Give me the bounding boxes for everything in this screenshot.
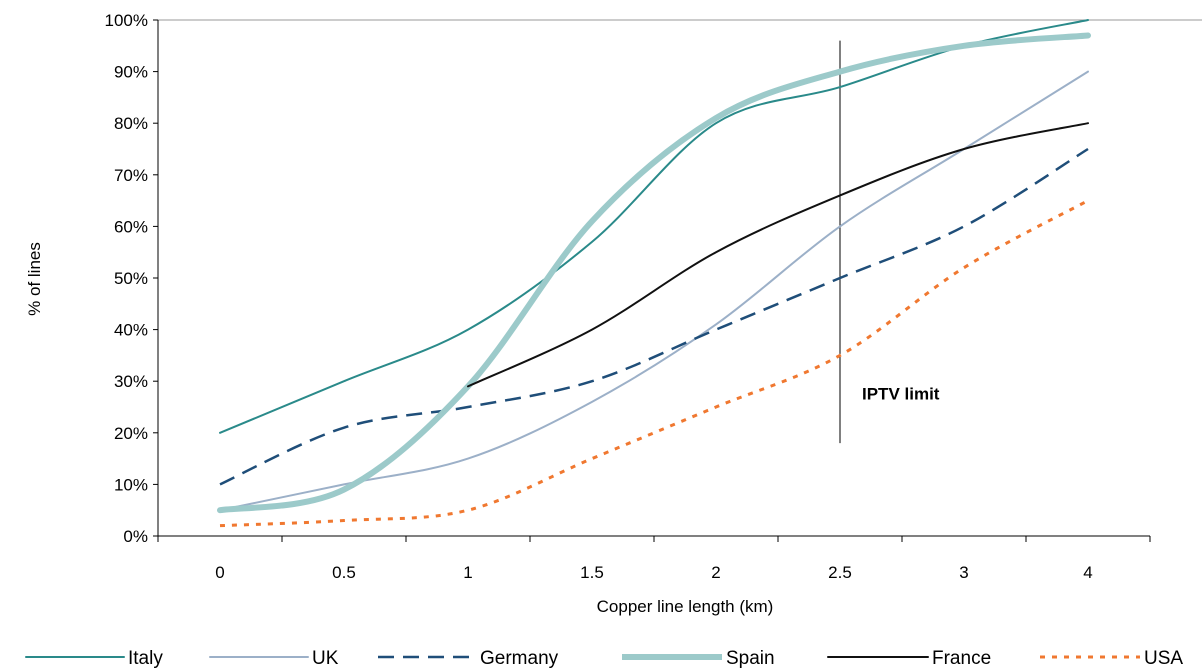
annotation-layer: IPTV limit [839,40,940,444]
series-line-usa [219,199,1089,528]
y-tick-label: 60% [114,217,148,236]
legend-label-spain: Spain [726,648,775,669]
legend-label-uk: UK [312,648,339,669]
series-layer [217,19,1091,528]
axes-layer: 0% 10% 20% 30% 40% 50% 60% 70% 80% 90% 100% 0 0.5 1 1.… [105,11,1151,582]
x-tick-label: 1.5 [580,563,604,582]
legend-label-germany: Germany [480,648,559,669]
y-tick-label: 10% [114,475,148,494]
iptv-limit-label: IPTV limit [862,384,940,403]
y-tick-label: 100% [105,11,148,30]
y-tick-label: 20% [114,424,148,443]
y-tick-label: 70% [114,166,148,185]
y-axis-title: % of lines [25,242,44,316]
legend-label-france: France [932,648,991,669]
y-tick-label: 80% [114,114,148,133]
series-line-italy [219,19,1089,434]
x-tick-label: 4 [1083,563,1092,582]
x-tick-label: 3 [959,563,968,582]
y-tick-label: 40% [114,321,148,340]
x-tick-label: 2 [711,563,720,582]
x-tick-label: 1 [463,563,472,582]
y-tick-label: 90% [114,63,148,82]
y-tick-label: 30% [114,372,148,391]
y-tick-label: 0% [123,527,148,546]
x-axis-title: Copper line length (km) [597,597,774,616]
series-line-germany [219,147,1089,486]
legend-label-italy: Italy [128,648,163,669]
x-tick-label: 2.5 [828,563,852,582]
y-tick-label: 50% [114,269,148,288]
legend: Italy UK Germany Spain France USA [25,648,1183,669]
x-tick-label: 0.5 [332,563,356,582]
series-line-france [467,122,1089,388]
x-tick-label: 0 [215,563,224,582]
legend-label-usa: USA [1144,648,1183,669]
series-line-spain [217,32,1091,514]
